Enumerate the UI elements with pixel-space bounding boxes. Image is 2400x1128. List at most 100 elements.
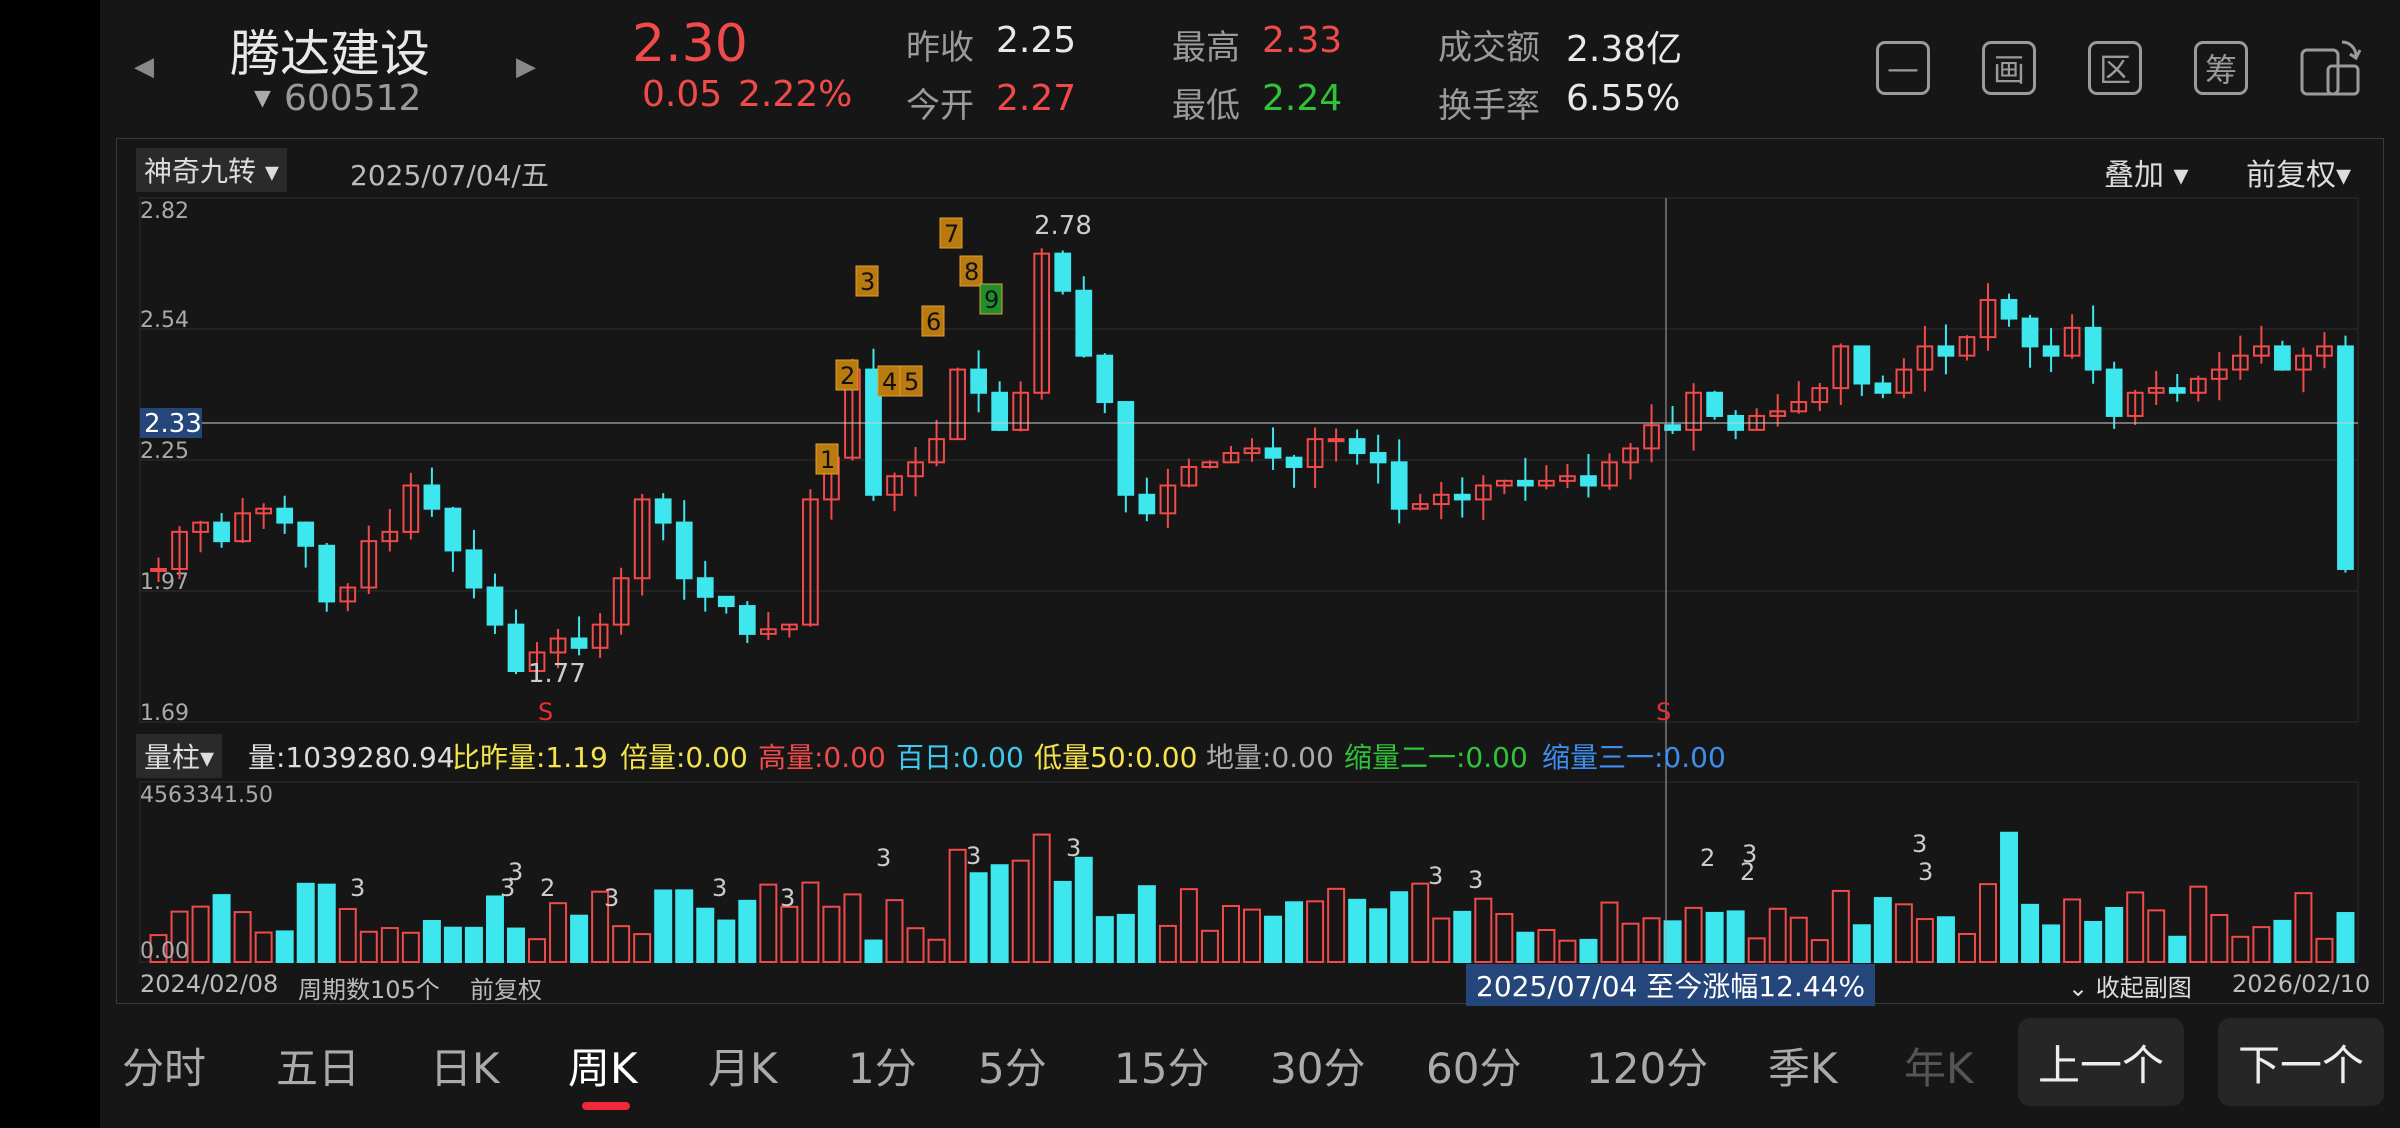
next-stock-button[interactable]: 下一个 <box>2218 1018 2384 1106</box>
volume-bar <box>1223 906 1239 962</box>
volume-bar <box>1538 930 1554 962</box>
volume-bar <box>277 931 293 962</box>
volume-bar <box>613 926 629 962</box>
volume-bar <box>214 895 230 962</box>
candle-body <box>1287 458 1302 467</box>
volume-bar <box>466 928 482 962</box>
candle-body <box>2170 388 2185 393</box>
nine-turn-digit: 1 <box>820 446 835 474</box>
nine-turn-digit: 7 <box>944 220 959 248</box>
volume-bar <box>2253 927 2269 962</box>
candle-body <box>719 597 734 606</box>
tab-monthly[interactable]: 月K <box>708 1035 778 1096</box>
volume-bar <box>1665 921 1681 962</box>
candle-body <box>298 523 313 546</box>
volume-bar <box>2085 922 2101 962</box>
volume-bar <box>256 933 272 962</box>
nine-turn-digit: 6 <box>926 308 941 336</box>
candle-body <box>1097 356 1112 402</box>
volume-bar <box>1076 858 1092 962</box>
volume-digit-mark: 3 <box>712 874 727 902</box>
candle-body <box>214 523 229 542</box>
period-count: 周期数105个 <box>298 970 440 1005</box>
candle-body <box>2023 319 2038 347</box>
candle-body <box>992 393 1007 430</box>
tab-15min[interactable]: 15分 <box>1114 1035 1209 1096</box>
volume-bar <box>1791 918 1807 962</box>
footer-adjust: 前复权 <box>470 970 542 1005</box>
tab-five-day[interactable]: 五日 <box>276 1035 360 1096</box>
high-annotation: 2.78 <box>1034 211 1092 241</box>
candle-body <box>1329 439 1344 441</box>
volume-bar <box>1391 892 1407 962</box>
candle-body <box>971 370 986 393</box>
candle-body <box>488 588 503 625</box>
tab-daily[interactable]: 日K <box>430 1035 500 1096</box>
volume-digit-mark: 2 <box>1740 858 1755 886</box>
sell-marker: S <box>1656 698 1671 726</box>
tab-1min[interactable]: 1分 <box>848 1035 917 1096</box>
tab-weekly[interactable]: 周K <box>568 1035 638 1096</box>
volume-bar <box>2274 921 2290 962</box>
volume-bar <box>1475 899 1491 962</box>
nine-turn-digit: 9 <box>984 286 999 314</box>
candle-body <box>2044 346 2059 355</box>
tab-60min[interactable]: 60分 <box>1426 1035 1521 1096</box>
volume-bar <box>1917 919 1933 962</box>
volume-bar <box>2316 939 2332 962</box>
candle-body <box>1055 254 1070 291</box>
volume-digit-mark: 2 <box>540 874 555 902</box>
volume-bar <box>1055 882 1071 962</box>
volume-bar <box>802 883 818 962</box>
volume-bar <box>1097 917 1113 962</box>
volume-bar <box>1580 940 1596 962</box>
tab-5min[interactable]: 5分 <box>978 1035 1047 1096</box>
volume-type-dropdown[interactable]: 量柱▾ <box>136 734 222 778</box>
candle-body <box>740 606 755 634</box>
tab-intraday[interactable]: 分时 <box>122 1035 206 1096</box>
volume-bar <box>1139 886 1155 962</box>
volume-digit-mark: 3 <box>1468 866 1483 894</box>
volume-bar <box>1118 915 1134 962</box>
candle-body <box>572 639 587 648</box>
volume-bar <box>2022 905 2038 962</box>
volume-bar <box>1623 924 1639 962</box>
start-date: 2024/02/08 <box>140 970 278 998</box>
volume-bar <box>382 928 398 962</box>
volume-bar <box>445 928 461 962</box>
price-axis-label: 1.97 <box>140 570 189 595</box>
price-axis-label: 2.54 <box>140 308 189 333</box>
price-axis-label: 2.82 <box>140 199 189 224</box>
volume-bar <box>1412 884 1428 962</box>
vol-shrink31-stat: 缩量三一:0.00 <box>1542 736 1726 776</box>
candle-body <box>1371 453 1386 462</box>
tab-30min[interactable]: 30分 <box>1270 1035 1365 1096</box>
volume-digit-mark: 3 <box>350 874 365 902</box>
volume-bar <box>1728 911 1744 962</box>
volume-digit-mark: 3 <box>1918 858 1933 886</box>
collapse-subchart-button[interactable]: ⌄ 收起副图 <box>2068 968 2192 1003</box>
volume-bar <box>992 865 1008 962</box>
volume-digit-mark: 3 <box>1428 862 1443 890</box>
volume-bar <box>2148 910 2164 962</box>
volume-bar <box>908 928 924 962</box>
volume-max-label: 4563341.50 <box>140 783 273 808</box>
volume-bar <box>1601 903 1617 962</box>
prev-stock-button[interactable]: 上一个 <box>2018 1018 2184 1106</box>
tab-yearly[interactable]: 年K <box>1904 1035 1974 1096</box>
nine-turn-digit: 4 <box>882 368 897 396</box>
volume-bar <box>781 907 797 962</box>
vol-stat: 量:1039280.94 <box>248 736 455 776</box>
candle-body <box>467 550 482 587</box>
volume-digit-mark: 3 <box>780 884 795 912</box>
volume-bar <box>403 933 419 962</box>
volume-bar <box>929 940 945 962</box>
tab-120min[interactable]: 120分 <box>1586 1035 1708 1096</box>
volume-bar <box>1875 898 1891 962</box>
vol-ratio-stat: 比昨量:1.19 <box>452 736 608 776</box>
candle-body <box>2107 370 2122 416</box>
candle-body <box>1118 402 1133 495</box>
candle-body <box>2086 328 2101 370</box>
tab-quarterly[interactable]: 季K <box>1768 1035 1838 1096</box>
